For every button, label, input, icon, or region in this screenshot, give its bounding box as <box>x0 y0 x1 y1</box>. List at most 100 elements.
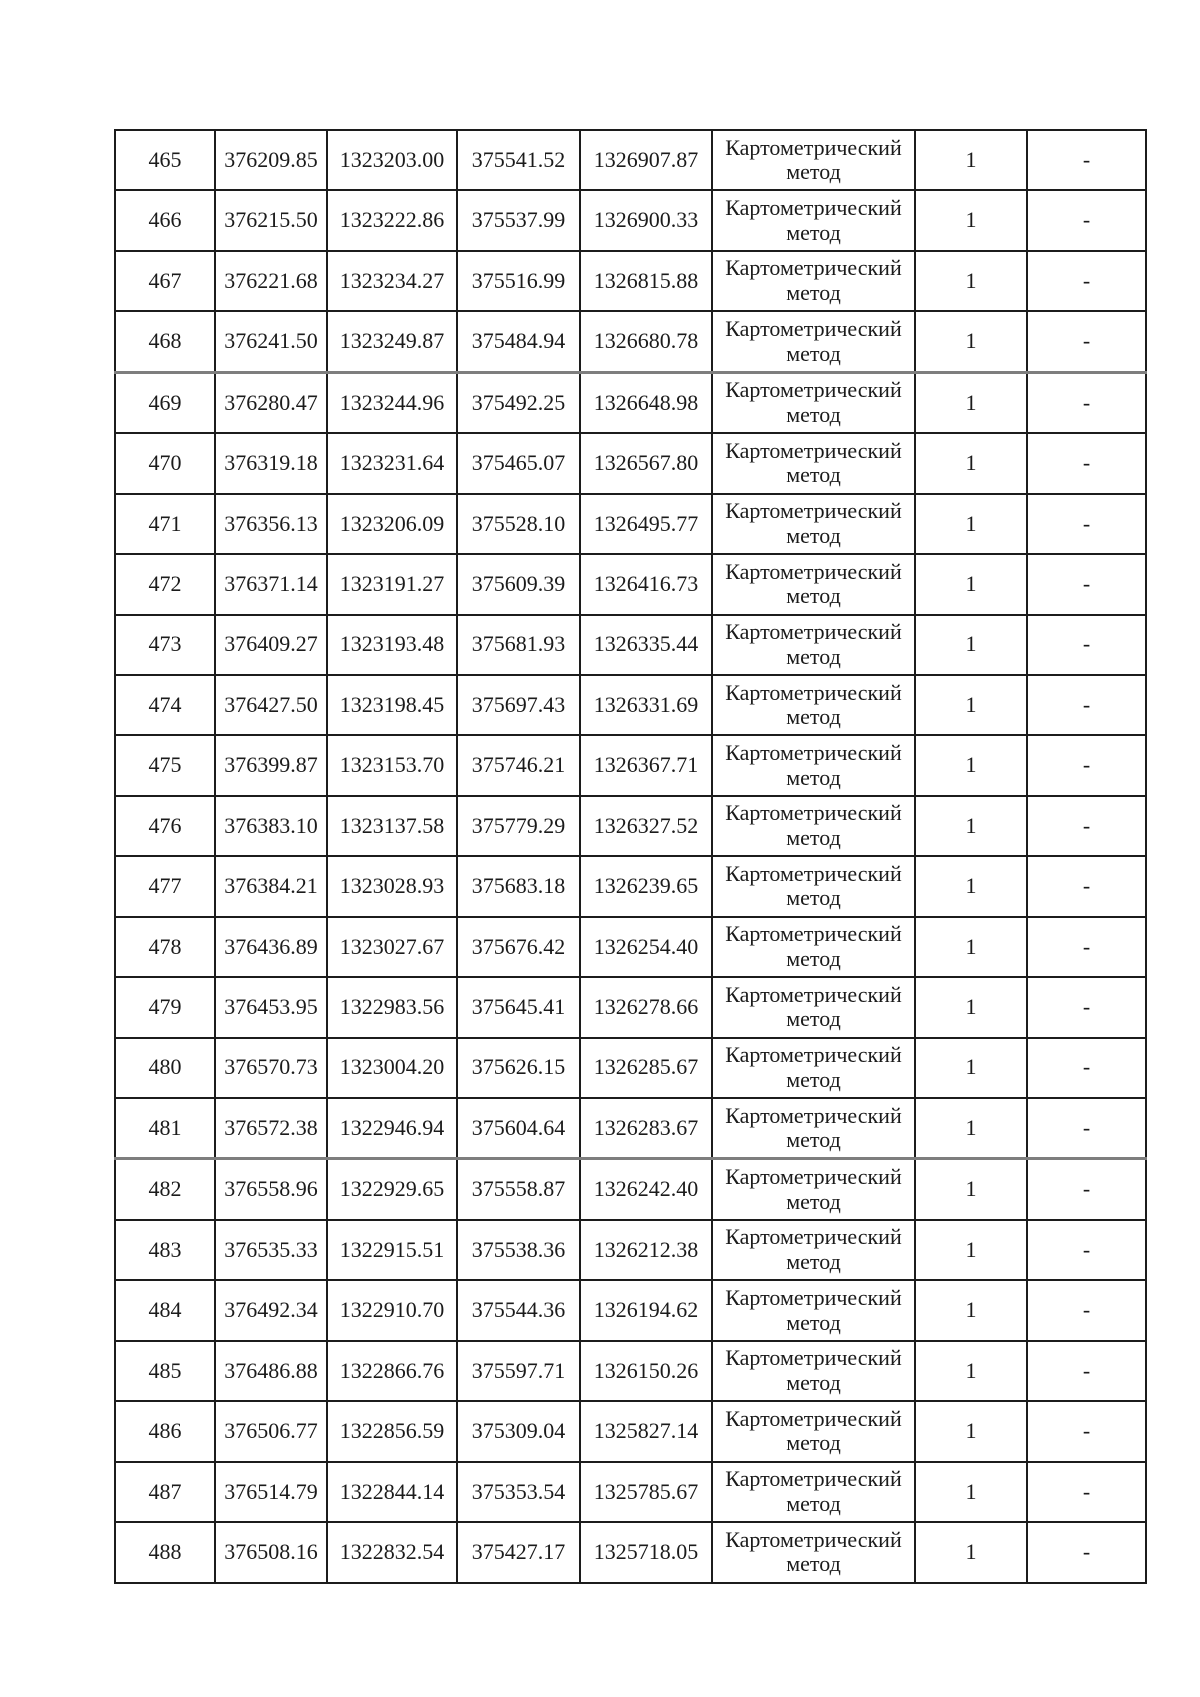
table-row: 475 376399.87 1323153.70 375746.21 1326367.7… <box>114 734 1147 797</box>
note-cell: - <box>1026 794 1147 858</box>
note-cell: - <box>1026 1460 1147 1524</box>
x2-coordinate-cell: 375697.43 <box>456 673 581 737</box>
x1-coordinate-cell: 376209.85 <box>214 128 328 192</box>
y2-coordinate-cell: 1326815.88 <box>579 249 713 313</box>
y1-coordinate-cell: 1322910.70 <box>326 1279 458 1342</box>
table-row: 483 376535.33 1322915.51 375538.36 1326212.3… <box>114 1218 1147 1282</box>
x1-coordinate-cell: 376506.77 <box>214 1400 328 1463</box>
x1-coordinate-cell: 376409.27 <box>214 613 328 676</box>
point-number-cell: 487 <box>114 1460 216 1524</box>
x1-coordinate-cell: 376383.10 <box>214 794 328 858</box>
point-number-cell: 478 <box>114 915 216 979</box>
y1-coordinate-cell: 1323222.86 <box>326 189 458 252</box>
method-cell: Картометрический метод <box>711 432 916 495</box>
note-cell: - <box>1026 432 1147 495</box>
x2-coordinate-cell: 375427.17 <box>456 1521 581 1584</box>
precision-cell: 1 <box>914 432 1028 495</box>
method-cell: Картометрический метод <box>711 1279 916 1342</box>
y1-coordinate-cell: 1322866.76 <box>326 1339 458 1403</box>
y1-coordinate-cell: 1322929.65 <box>326 1157 458 1221</box>
table-row: 477 376384.21 1323028.93 375683.18 1326239.6… <box>114 855 1147 918</box>
x2-coordinate-cell: 375558.87 <box>456 1157 581 1221</box>
precision-cell: 1 <box>914 249 1028 313</box>
y1-coordinate-cell: 1323193.48 <box>326 613 458 676</box>
x2-coordinate-cell: 375626.15 <box>456 1036 581 1100</box>
table-row: 484 376492.34 1322910.70 375544.36 1326194.6… <box>114 1279 1147 1342</box>
point-number-cell: 486 <box>114 1400 216 1463</box>
y2-coordinate-cell: 1326150.26 <box>579 1339 713 1403</box>
point-number-cell: 470 <box>114 432 216 495</box>
x2-coordinate-cell: 375597.71 <box>456 1339 581 1403</box>
y2-coordinate-cell: 1326283.67 <box>579 1097 713 1161</box>
note-cell: - <box>1026 1339 1147 1403</box>
y1-coordinate-cell: 1322915.51 <box>326 1218 458 1282</box>
method-cell: Картометрический метод <box>711 128 916 192</box>
precision-cell: 1 <box>914 915 1028 979</box>
precision-cell: 1 <box>914 310 1028 374</box>
table-row: 478 376436.89 1323027.67 375676.42 1326254.4… <box>114 915 1147 979</box>
table-row: 471 376356.13 1323206.09 375528.10 1326495.7… <box>114 492 1147 556</box>
x2-coordinate-cell: 375353.54 <box>456 1460 581 1524</box>
x2-coordinate-cell: 375645.41 <box>456 976 581 1039</box>
y1-coordinate-cell: 1323206.09 <box>326 492 458 556</box>
table-row: 467 376221.68 1323234.27 375516.99 1326815.8… <box>114 249 1147 313</box>
y1-coordinate-cell: 1323004.20 <box>326 1036 458 1100</box>
table-row: 468 376241.50 1323249.87 375484.94 1326680.7… <box>114 310 1147 374</box>
method-cell: Картометрический метод <box>711 673 916 737</box>
note-cell: - <box>1026 370 1147 435</box>
x1-coordinate-cell: 376241.50 <box>214 310 328 374</box>
method-cell: Картометрический метод <box>711 1339 916 1403</box>
table-row: 485 376486.88 1322866.76 375597.71 1326150.2… <box>114 1339 1147 1403</box>
table-row: 473 376409.27 1323193.48 375681.93 1326335.4… <box>114 613 1147 676</box>
y1-coordinate-cell: 1323027.67 <box>326 915 458 979</box>
x1-coordinate-cell: 376570.73 <box>214 1036 328 1100</box>
x2-coordinate-cell: 375538.36 <box>456 1218 581 1282</box>
x2-coordinate-cell: 375604.64 <box>456 1097 581 1161</box>
x2-coordinate-cell: 375465.07 <box>456 432 581 495</box>
precision-cell: 1 <box>914 1279 1028 1342</box>
table-row: 470 376319.18 1323231.64 375465.07 1326567.8… <box>114 432 1147 495</box>
note-cell: - <box>1026 855 1147 918</box>
method-cell: Картометрический метод <box>711 734 916 797</box>
note-cell: - <box>1026 613 1147 676</box>
precision-cell: 1 <box>914 492 1028 556</box>
x1-coordinate-cell: 376436.89 <box>214 915 328 979</box>
method-cell: Картометрический метод <box>711 1097 916 1161</box>
y2-coordinate-cell: 1326367.71 <box>579 734 713 797</box>
point-number-cell: 475 <box>114 734 216 797</box>
method-cell: Картометрический метод <box>711 1157 916 1221</box>
point-number-cell: 484 <box>114 1279 216 1342</box>
note-cell: - <box>1026 1097 1147 1161</box>
x1-coordinate-cell: 376221.68 <box>214 249 328 313</box>
y1-coordinate-cell: 1323137.58 <box>326 794 458 858</box>
method-cell: Картометрический метод <box>711 794 916 858</box>
point-number-cell: 467 <box>114 249 216 313</box>
y2-coordinate-cell: 1325827.14 <box>579 1400 713 1463</box>
y2-coordinate-cell: 1326242.40 <box>579 1157 713 1221</box>
precision-cell: 1 <box>914 794 1028 858</box>
precision-cell: 1 <box>914 1036 1028 1100</box>
method-cell: Картометрический метод <box>711 1460 916 1524</box>
table-row: 488 376508.16 1322832.54 375427.17 1325718.0… <box>114 1521 1147 1584</box>
table-row: 482 376558.96 1322929.65 375558.87 1326242.4… <box>114 1157 1147 1221</box>
x2-coordinate-cell: 375309.04 <box>456 1400 581 1463</box>
y2-coordinate-cell: 1326416.73 <box>579 553 713 616</box>
y2-coordinate-cell: 1326680.78 <box>579 310 713 374</box>
precision-cell: 1 <box>914 976 1028 1039</box>
x2-coordinate-cell: 375681.93 <box>456 613 581 676</box>
point-number-cell: 481 <box>114 1097 216 1161</box>
method-cell: Картометрический метод <box>711 249 916 313</box>
point-number-cell: 485 <box>114 1339 216 1403</box>
x1-coordinate-cell: 376486.88 <box>214 1339 328 1403</box>
coordinates-table-body: 465 376209.85 1323203.00 375541.52 1326907.8… <box>114 128 1147 1584</box>
coordinates-table: 465 376209.85 1323203.00 375541.52 1326907.8… <box>114 128 1147 1584</box>
method-cell: Картометрический метод <box>711 976 916 1039</box>
note-cell: - <box>1026 310 1147 374</box>
y2-coordinate-cell: 1326194.62 <box>579 1279 713 1342</box>
x2-coordinate-cell: 375544.36 <box>456 1279 581 1342</box>
y2-coordinate-cell: 1326495.77 <box>579 492 713 556</box>
x1-coordinate-cell: 376371.14 <box>214 553 328 616</box>
x2-coordinate-cell: 375484.94 <box>456 310 581 374</box>
table-row: 466 376215.50 1323222.86 375537.99 1326900.3… <box>114 189 1147 252</box>
point-number-cell: 483 <box>114 1218 216 1282</box>
